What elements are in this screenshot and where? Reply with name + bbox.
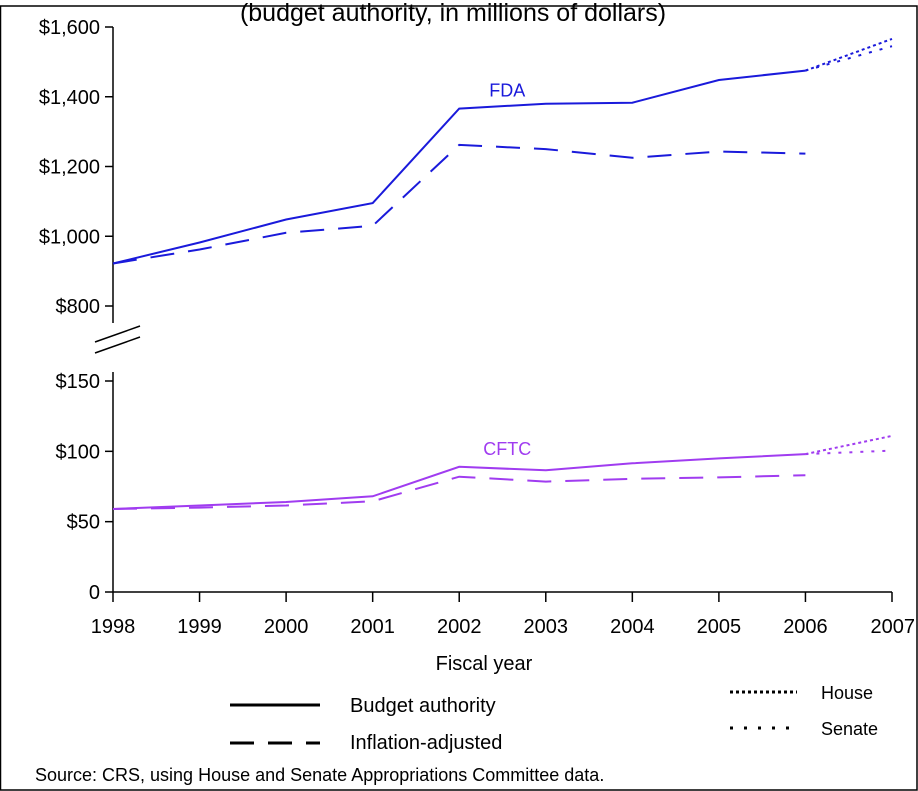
- x-tick-label: 2000: [264, 616, 309, 638]
- fda-dashed-line: [112, 143, 806, 265]
- cftc-y-tick-label: $50: [67, 512, 100, 534]
- y-ticks-upper: $800 $1,000 $1,200 $1,400 $1,600: [39, 17, 113, 318]
- x-tick-label: 2005: [697, 616, 742, 638]
- y-ticks-lower: 0 $50 $100 $150: [56, 371, 113, 604]
- legend: Budget authority Inflation-adjusted Hous…: [230, 683, 878, 754]
- x-tick-label: 1998: [91, 616, 136, 638]
- cftc-y-tick-label: $100: [56, 441, 101, 463]
- legend-inflation-adjusted-label: Inflation-adjusted: [350, 732, 502, 754]
- fda-series-label: FDA: [489, 81, 525, 101]
- fda-house-line: [805, 37, 893, 72]
- fda-solid-line: [112, 69, 806, 265]
- fda-series: FDA: [112, 37, 893, 265]
- fda-y-tick-label: $1,400: [39, 87, 100, 109]
- cftc-dashed-line: [112, 474, 806, 510]
- cftc-y-tick-label: 0: [89, 582, 100, 604]
- x-tick-label: 2004: [610, 616, 655, 638]
- axis-break-mark-1: [94, 325, 141, 343]
- x-axis-label: Fiscal year: [436, 653, 533, 675]
- x-tick-label: 2003: [524, 616, 569, 638]
- x-tick-label: 2002: [437, 616, 482, 638]
- figure-border: [0, 5, 918, 791]
- cftc-house-line: [805, 434, 893, 456]
- axis-break-mark-2: [94, 336, 141, 354]
- chart-title: (budget authority, in millions of dollar…: [240, 0, 666, 27]
- axes: [94, 27, 892, 593]
- fda-y-tick-label: $1,600: [39, 17, 100, 39]
- x-ticks: 1998 1999 2000 2001 2002 2003 2004 2005 2006 2007: [91, 592, 915, 638]
- fda-y-tick-label: $1,000: [39, 226, 100, 248]
- x-tick-label: 2007: [871, 616, 916, 638]
- cftc-series-label: CFTC: [483, 439, 531, 459]
- cftc-y-tick-label: $150: [56, 371, 101, 393]
- fda-senate-line: [805, 45, 893, 72]
- legend-house-label: House: [821, 683, 873, 703]
- cftc-series: CFTC: [112, 434, 893, 510]
- source-note: Source: CRS, using House and Senate Appr…: [35, 765, 604, 785]
- x-tick-label: 2001: [350, 616, 395, 638]
- x-tick-label: 1999: [177, 616, 222, 638]
- legend-senate-label: Senate: [821, 719, 878, 739]
- x-tick-label: 2006: [783, 616, 828, 638]
- cftc-solid-line: [112, 453, 806, 510]
- legend-budget-authority-label: Budget authority: [350, 695, 496, 717]
- fda-y-tick-label: $1,200: [39, 157, 100, 179]
- fda-y-tick-label: $800: [56, 296, 101, 318]
